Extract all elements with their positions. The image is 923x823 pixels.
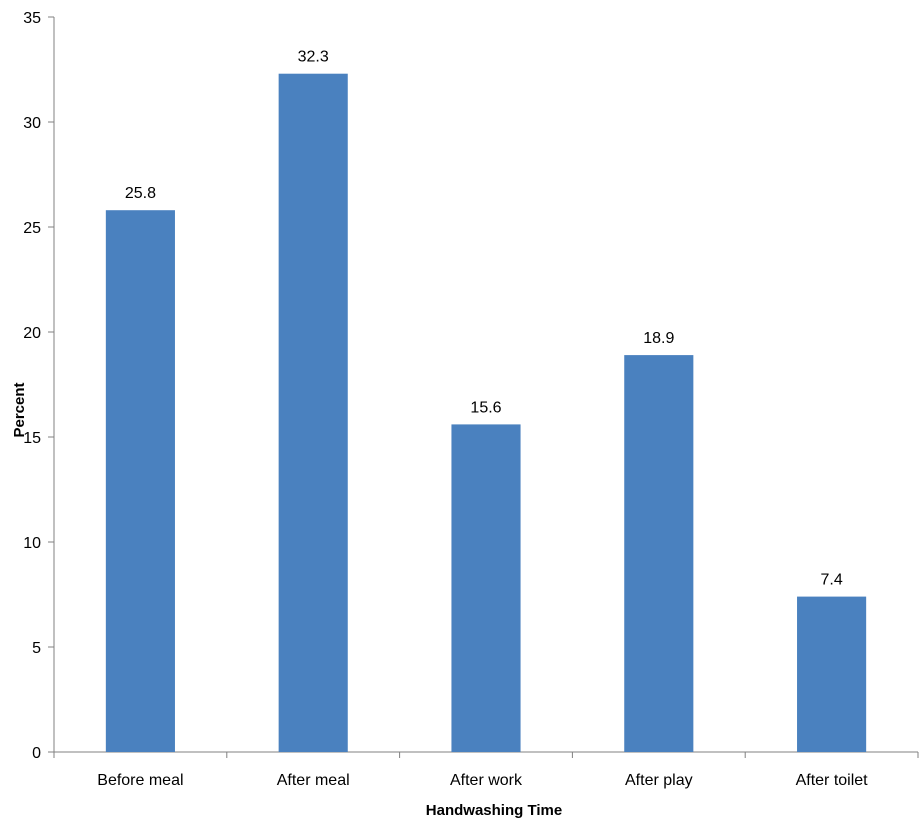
x-axis-title: Handwashing Time <box>426 802 562 819</box>
y-tick-label: 35 <box>23 10 41 27</box>
bar <box>105 210 175 752</box>
x-tick-label: After toilet <box>796 772 869 789</box>
bar <box>797 596 867 752</box>
y-axis-title: Percent <box>11 382 28 437</box>
y-tick-label: 25 <box>23 220 41 237</box>
data-labels: 25.8 32.3 15.6 18.9 7.4 <box>125 49 843 589</box>
x-tick-label: Before meal <box>97 772 183 789</box>
bars <box>105 73 867 752</box>
x-tick-label: After meal <box>277 772 350 789</box>
bar <box>278 73 348 752</box>
bar <box>451 424 521 752</box>
bar <box>624 355 694 752</box>
data-label: 25.8 <box>125 185 156 202</box>
y-axis: 0 5 10 15 20 25 30 35 <box>23 10 55 762</box>
x-tick-label: After work <box>450 772 523 789</box>
x-axis: Before meal After meal After work After pla… <box>53 751 919 789</box>
data-label: 15.6 <box>470 399 501 416</box>
y-tick-label: 0 <box>32 745 41 762</box>
y-tick-label: 15 <box>23 430 41 447</box>
data-label: 7.4 <box>820 572 842 589</box>
data-label: 32.3 <box>298 49 329 66</box>
y-tick-label: 5 <box>32 640 41 657</box>
y-tick-label: 30 <box>23 115 41 132</box>
y-tick-label: 20 <box>23 325 41 342</box>
y-tick-label: 10 <box>23 535 41 552</box>
x-tick-label: After play <box>625 772 693 789</box>
data-label: 18.9 <box>643 330 674 347</box>
